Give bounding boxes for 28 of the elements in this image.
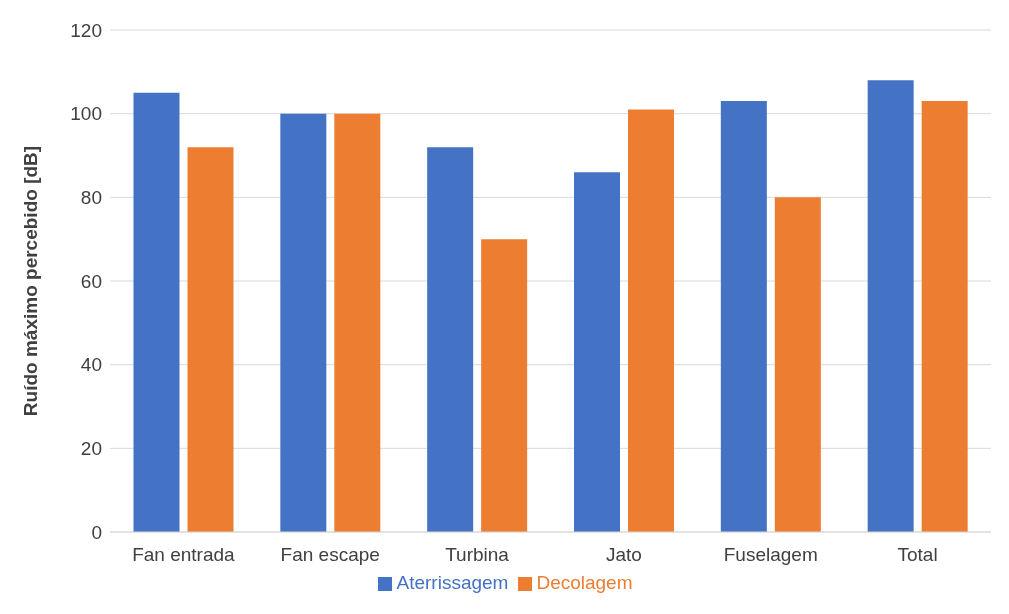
y-tick-label: 120: [70, 19, 102, 41]
bar: [627, 109, 674, 532]
y-tick-label: 100: [70, 103, 102, 125]
legend-label: Decolagem: [536, 572, 633, 593]
bar: [774, 197, 821, 532]
bar: [921, 101, 968, 532]
x-tick-label: Turbina: [445, 544, 510, 566]
bar: [133, 92, 180, 532]
bar: [481, 239, 528, 532]
y-tick-label: 80: [80, 187, 102, 209]
bar: [720, 101, 767, 532]
x-tick-label: Jato: [605, 544, 642, 566]
y-tick-label: 20: [80, 438, 102, 460]
bar: [573, 172, 620, 532]
bar: [187, 147, 234, 532]
x-tick-label: Total: [897, 544, 938, 566]
bar: [427, 147, 474, 532]
x-tick-label: Fan escape: [280, 544, 380, 566]
x-tick-label: Fuselagem: [723, 544, 818, 566]
x-tick-label: Fan entrada: [132, 544, 236, 566]
bar: [280, 113, 327, 532]
y-tick-label: 0: [91, 521, 102, 543]
legend-label: Aterrissagem: [396, 572, 509, 593]
y-tick-label: 60: [80, 270, 102, 292]
y-tick-label: 40: [80, 354, 102, 376]
bar: [334, 113, 381, 532]
bar: [867, 80, 914, 532]
y-axis-title: Ruído máximo percebido [dB]: [19, 145, 41, 417]
